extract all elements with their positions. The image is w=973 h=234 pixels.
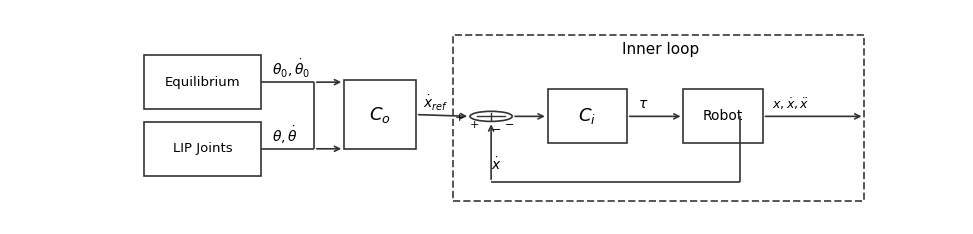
Text: $\dot{x}$: $\dot{x}$ xyxy=(491,157,502,173)
Text: −: − xyxy=(491,125,501,135)
Bar xyxy=(548,89,627,143)
Bar xyxy=(144,55,261,109)
Text: $\dot{x}_{ref}$: $\dot{x}_{ref}$ xyxy=(423,94,449,113)
Text: −: − xyxy=(505,120,515,130)
Text: Equilibrium: Equilibrium xyxy=(164,76,240,89)
Text: $\theta_0, \dot{\theta}_0$: $\theta_0, \dot{\theta}_0$ xyxy=(272,58,310,80)
Bar xyxy=(144,122,261,176)
Text: $C_i$: $C_i$ xyxy=(578,106,596,126)
Text: $x, \dot{x}, \ddot{x}$: $x, \dot{x}, \ddot{x}$ xyxy=(772,96,810,112)
Bar xyxy=(453,35,864,201)
Text: +: + xyxy=(470,120,480,130)
Text: Robot: Robot xyxy=(703,109,743,123)
Text: LIP Joints: LIP Joints xyxy=(173,142,233,155)
Text: +: + xyxy=(454,113,464,123)
Text: $\tau$: $\tau$ xyxy=(638,97,649,111)
Circle shape xyxy=(470,111,512,121)
Bar xyxy=(344,80,415,149)
Text: $C_o$: $C_o$ xyxy=(369,105,391,124)
Text: $\theta, \dot{\theta}$: $\theta, \dot{\theta}$ xyxy=(272,124,299,146)
Text: Inner loop: Inner loop xyxy=(622,43,700,58)
Bar xyxy=(683,89,763,143)
